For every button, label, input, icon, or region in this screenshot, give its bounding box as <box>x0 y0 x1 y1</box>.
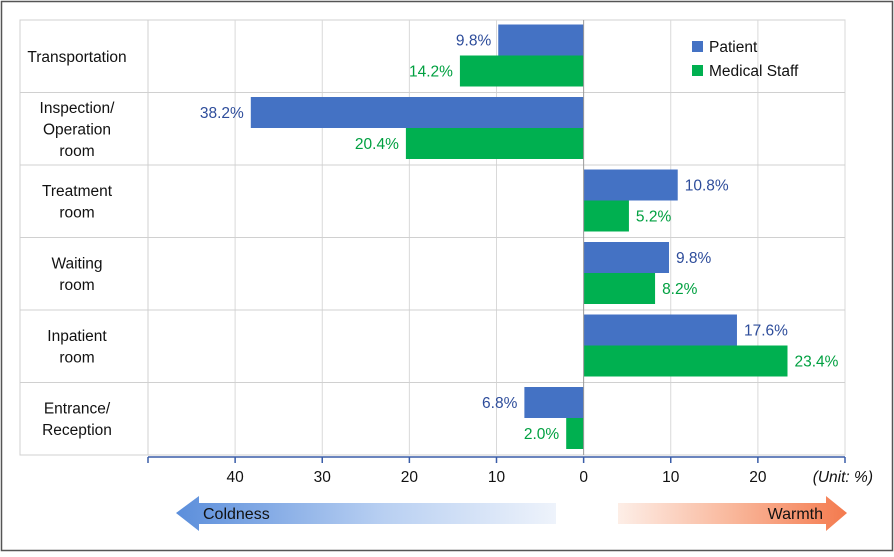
bar-medical-staff-inspection-operation-room <box>405 128 584 159</box>
bar-medical-staff-inpatient-room <box>583 345 788 377</box>
category-label-transportation: Transportation <box>27 49 126 66</box>
bar-patient-inpatient-room <box>583 314 737 346</box>
legend-swatch-patient <box>692 41 703 52</box>
legend-swatch-medical-staff <box>692 65 703 76</box>
data-label-medical-staff-waiting-room: 8.2% <box>662 281 698 298</box>
bar-medical-staff-entrance-reception <box>566 418 584 449</box>
unit-label: (Unit: %) <box>813 469 873 486</box>
data-label-patient-inspection-operation-room: 38.2% <box>200 105 244 122</box>
bar-medical-staff-waiting-room <box>583 273 656 304</box>
data-label-patient-entrance-reception: 6.8% <box>482 395 518 412</box>
warmth-arrow <box>618 496 847 531</box>
warmth-label: Warmth <box>768 506 823 523</box>
x-tick-label-10: 10 <box>488 469 506 486</box>
x-tick-label-40: 40 <box>227 469 245 486</box>
data-label-medical-staff-inpatient-room: 23.4% <box>794 354 838 371</box>
bar-patient-treatment-room <box>583 169 678 201</box>
x-tick-label-30: 30 <box>314 469 332 486</box>
data-label-patient-waiting-room: 9.8% <box>676 250 712 267</box>
category-labels: Transportation Inspection/Operation room Tr… <box>27 49 126 439</box>
legend: Patient Medical Staff <box>692 39 799 80</box>
data-label-medical-staff-transportation: 14.2% <box>409 64 453 81</box>
bar-medical-staff-treatment-room <box>583 200 629 232</box>
data-label-medical-staff-treatment-room: 5.2% <box>636 209 672 226</box>
category-label-waiting-room: Waiting room <box>51 256 102 295</box>
data-label-patient-treatment-room: 10.8% <box>685 178 729 195</box>
category-separators <box>20 92 845 383</box>
bar-patient-transportation <box>498 24 584 56</box>
category-label-inpatient-room: Inpatient room <box>47 328 107 367</box>
bars <box>250 24 788 449</box>
data-label-patient-inpatient-room: 17.6% <box>744 323 788 340</box>
category-label-inspection-operation-room: Inspection/Operation room <box>40 100 116 160</box>
x-tick-label-10: 10 <box>662 469 680 486</box>
coldness-label: Coldness <box>203 506 270 523</box>
bar-patient-inspection-operation-room <box>250 97 584 128</box>
category-label-entrance-reception: Entrance/Reception <box>42 401 112 440</box>
x-tick-label-20: 20 <box>401 469 419 486</box>
bar-medical-staff-transportation <box>459 55 584 87</box>
x-tick-label-20: 20 <box>749 469 767 486</box>
x-tick-label-0: 0 <box>579 469 588 486</box>
category-label-treatment-room: Treatment room <box>42 183 113 222</box>
coldness-arrow <box>176 496 556 531</box>
legend-label-patient: Patient <box>709 39 758 56</box>
x-axis: 40 30 20 10 0 10 20 (Unit: %) <box>147 20 873 486</box>
data-labels: 9.8%14.2%38.2%20.4%10.8%5.2%9.8%8.2%17.6… <box>200 33 839 444</box>
data-label-patient-transportation: 9.8% <box>456 33 492 50</box>
legend-label-medical-staff: Medical Staff <box>709 63 799 80</box>
data-label-medical-staff-inspection-operation-room: 20.4% <box>355 136 399 153</box>
bar-patient-waiting-room <box>583 242 670 273</box>
bar-patient-entrance-reception <box>524 387 584 418</box>
data-label-medical-staff-entrance-reception: 2.0% <box>524 426 560 443</box>
direction-arrows: Coldness Warmth <box>176 496 847 531</box>
